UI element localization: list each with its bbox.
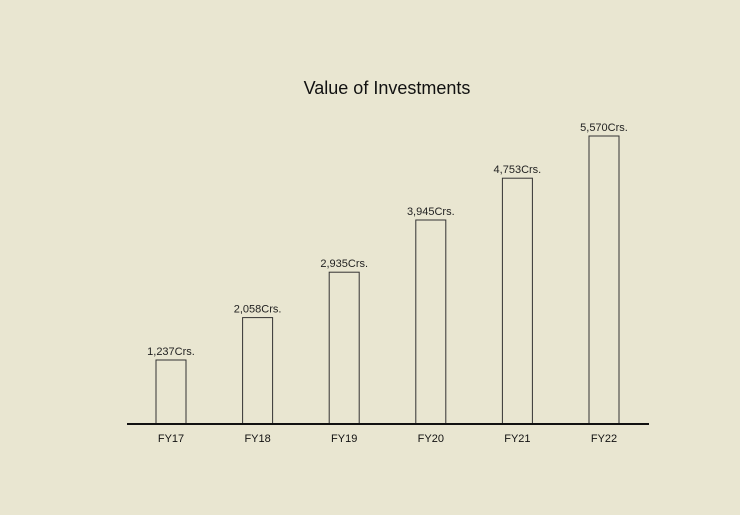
data-label-fy20: 3,945Crs.	[407, 206, 455, 218]
data-labels-group: 1,237Crs. 2,058Crs. 2,935Crs. 3,945Crs. 4,75…	[147, 122, 628, 358]
data-label-fy22: 5,570Crs.	[580, 122, 628, 134]
bar-fy21	[501, 177, 533, 425]
x-tick-label-fy21: FY21	[504, 433, 530, 445]
data-label-fy21: 4,753Crs.	[494, 164, 542, 176]
bar-fy17	[155, 359, 187, 425]
chart-title: Value of Investments	[304, 78, 471, 98]
data-label-fy19: 2,935Crs.	[320, 258, 368, 270]
x-tick-label-fy18: FY18	[244, 433, 270, 445]
x-tick-label-fy20: FY20	[418, 433, 444, 445]
data-label-fy18: 2,058Crs.	[234, 304, 282, 316]
bar-fy18	[242, 317, 274, 425]
x-tick-labels-group: FY17 FY18 FY19 FY20 FY21 FY22	[158, 433, 617, 445]
data-label-fy17: 1,237Crs.	[147, 346, 195, 358]
x-tick-label-fy17: FY17	[158, 433, 184, 445]
bar-fy19	[328, 271, 360, 425]
bar-fy22	[588, 135, 620, 425]
bars-group	[155, 135, 620, 425]
bar-fy20	[415, 219, 447, 425]
x-tick-label-fy19: FY19	[331, 433, 357, 445]
x-tick-label-fy22: FY22	[591, 433, 617, 445]
